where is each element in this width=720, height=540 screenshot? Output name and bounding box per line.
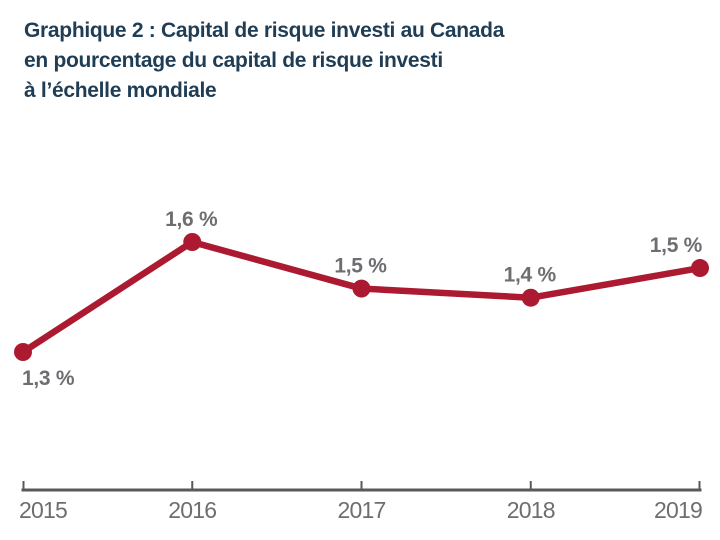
x-axis-label-2019: 2019 xyxy=(654,497,702,523)
x-axis-label-2018: 2018 xyxy=(507,497,555,523)
x-axis-label-2015: 2015 xyxy=(19,497,67,523)
data-point-2018 xyxy=(521,288,540,307)
data-point-label-2017: 1,5 % xyxy=(334,255,387,278)
data-point-2015 xyxy=(14,343,32,361)
chart-title: Graphique 2 : Capital de risque investi … xyxy=(24,16,504,106)
data-point-label-2015: 1,3 % xyxy=(22,367,75,390)
data-point-2017 xyxy=(352,279,371,298)
chart-title-line-2: en pourcentage du capital de risque inve… xyxy=(24,49,443,72)
chart-title-line-1: Graphique 2 : Capital de risque investi … xyxy=(24,19,505,42)
data-point-label-2019: 1,5 % xyxy=(650,234,703,257)
data-point-label-2018: 1,4 % xyxy=(504,264,557,287)
x-axis-label-2017: 2017 xyxy=(338,497,386,523)
x-axis-label-2016: 2016 xyxy=(168,497,216,523)
data-point-label-2016: 1,6 % xyxy=(165,208,218,231)
data-point-2016 xyxy=(183,232,202,251)
data-point-2019 xyxy=(691,259,709,278)
chart-title-line-3: à l’échelle mondiale xyxy=(24,79,217,102)
